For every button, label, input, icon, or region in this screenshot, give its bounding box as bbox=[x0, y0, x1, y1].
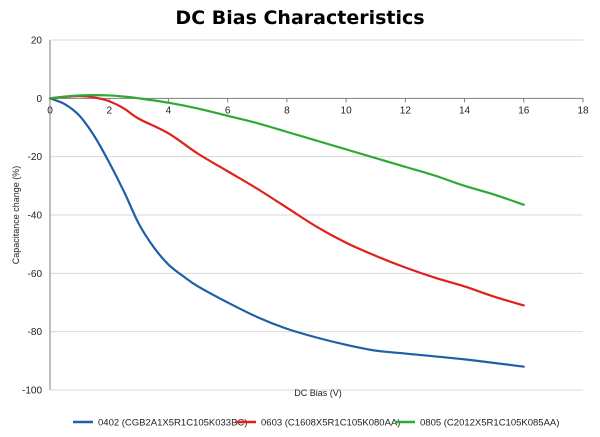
y-axis-label: Capacitance change (%) bbox=[11, 166, 21, 265]
x-tick-label: 4 bbox=[166, 105, 172, 116]
legend-label-1: 0402 (CGB2A1X5R1C105K033BC) bbox=[98, 418, 247, 429]
y-tick-label: 20 bbox=[31, 36, 43, 47]
x-tick-label: 0 bbox=[47, 105, 53, 116]
y-tick-label: -100 bbox=[22, 386, 42, 397]
x-tick-label: 12 bbox=[400, 105, 412, 116]
x-tick-label: 18 bbox=[577, 105, 589, 116]
x-axis-label: DC Bias (V) bbox=[294, 388, 342, 398]
x-tick-label: 2 bbox=[106, 105, 112, 116]
gridlines bbox=[50, 39, 583, 391]
y-tick-label: -60 bbox=[28, 269, 43, 280]
x-tick-label: 8 bbox=[284, 105, 290, 116]
legend: 0402 (CGB2A1X5R1C105K033BC) 0603 (C1608X5… bbox=[73, 418, 559, 429]
legend-label-3: 0805 (C2012X5R1C105K085AA) bbox=[420, 418, 559, 429]
x-tick-label: 10 bbox=[341, 105, 353, 116]
x-tick-label: 16 bbox=[518, 105, 530, 116]
x-tick-label: 6 bbox=[225, 105, 231, 116]
y-tick-label: 0 bbox=[36, 94, 42, 105]
axes: 20 0 -20 -40 -60 -80 -100 0 2 4 6 8 10 12 14 16 18 bbox=[22, 36, 589, 397]
x-tick-label: 14 bbox=[459, 105, 471, 116]
y-tick-label: -40 bbox=[28, 211, 43, 222]
series-line-3 bbox=[48, 94, 525, 206]
y-tick-label: -80 bbox=[28, 327, 43, 338]
y-tick-label: -20 bbox=[28, 152, 43, 163]
legend-label-2: 0603 (C1608X5R1C105K080AA) bbox=[261, 418, 400, 429]
chart-title: DC Bias Characteristics bbox=[175, 7, 424, 29]
series-line-1 bbox=[48, 97, 525, 368]
series-lines bbox=[48, 94, 525, 368]
series-line-2 bbox=[48, 94, 525, 307]
